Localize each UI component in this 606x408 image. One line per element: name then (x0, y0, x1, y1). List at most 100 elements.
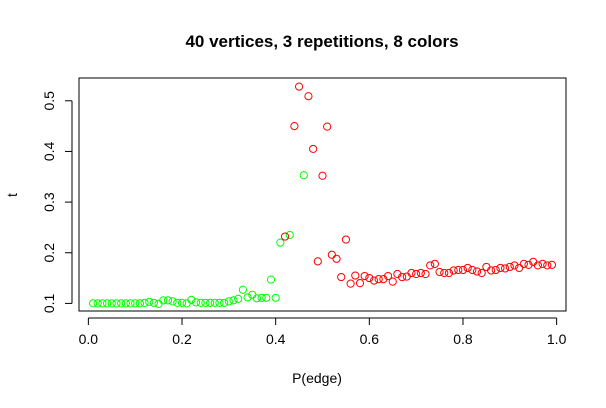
data-point (163, 296, 173, 305)
data-point (435, 267, 444, 277)
data-point (93, 299, 102, 308)
data-point (360, 271, 369, 281)
data-point (238, 285, 247, 294)
data-point (468, 265, 477, 275)
data-point (304, 92, 313, 101)
data-point (196, 298, 205, 307)
data-point (472, 267, 482, 276)
data-point (496, 263, 505, 273)
x-axis: 0.0 0.2 0.4 0.6 0.8 1.0 (79, 317, 567, 347)
data-point (332, 254, 341, 263)
data-point (421, 269, 430, 279)
data-point (454, 265, 463, 275)
data-point (276, 238, 285, 247)
data-point (102, 299, 112, 308)
y-axis: 0.1 0.2 0.3 0.4 0.5 (41, 91, 73, 313)
data-point (117, 299, 126, 308)
data-point (229, 296, 238, 305)
data-point (515, 263, 524, 273)
data-point (388, 277, 397, 286)
data-point (365, 273, 374, 283)
data-point (482, 262, 491, 272)
data-point (140, 298, 149, 307)
data-point (374, 274, 383, 284)
data-point (290, 122, 299, 131)
data-point (444, 268, 454, 278)
data-point (98, 299, 107, 308)
data-point (383, 271, 393, 281)
data-point (458, 265, 468, 275)
data-point (407, 268, 416, 278)
data-point (538, 259, 547, 268)
data-point (543, 261, 552, 270)
data-point (327, 250, 336, 259)
data-point (486, 266, 496, 275)
data-point (299, 171, 308, 180)
y-tick-label: 0.1 (41, 293, 57, 313)
x-axis-label: P(edge) (292, 370, 342, 386)
y-axis-label: t (4, 193, 20, 197)
data-points (88, 82, 557, 309)
data-point (145, 297, 154, 306)
data-point (313, 257, 322, 266)
data-point (412, 269, 421, 279)
x-tick-label: 1.0 (547, 331, 567, 347)
data-point (533, 261, 543, 270)
data-point (88, 299, 98, 308)
data-point (234, 294, 243, 303)
data-point (294, 82, 304, 91)
data-point (243, 293, 252, 302)
y-tick-label: 0.5 (41, 91, 57, 111)
x-tick-label: 0.6 (360, 331, 380, 347)
data-point (210, 298, 219, 307)
data-point (369, 276, 379, 285)
data-point (449, 266, 458, 275)
data-point (112, 299, 121, 308)
data-point (173, 298, 182, 307)
y-tick-label: 0.4 (41, 142, 57, 162)
data-point (402, 272, 411, 281)
data-point (206, 298, 215, 307)
data-point (257, 293, 266, 302)
x-tick-label: 0.2 (172, 331, 192, 347)
data-point (191, 298, 201, 307)
data-point (126, 299, 135, 308)
data-point (131, 299, 140, 308)
data-point (337, 272, 346, 282)
data-point (346, 279, 355, 288)
data-point (355, 279, 365, 288)
data-point (501, 264, 510, 273)
data-point (491, 265, 500, 275)
data-point (177, 298, 187, 307)
y-tick-label: 0.2 (41, 243, 57, 263)
y-tick-label: 0.3 (41, 192, 57, 212)
data-point (215, 298, 224, 307)
data-point (398, 272, 407, 282)
data-point (159, 296, 168, 305)
data-point (107, 299, 116, 308)
data-point (351, 271, 360, 280)
data-point (187, 295, 196, 304)
x-tick-label: 0.8 (453, 331, 473, 347)
data-point (280, 232, 290, 241)
data-point (416, 268, 425, 278)
data-point (285, 230, 294, 240)
data-point (463, 263, 472, 273)
data-point (224, 297, 233, 306)
data-point (182, 299, 191, 308)
data-point (271, 293, 280, 302)
data-point (154, 299, 163, 309)
data-point (440, 268, 449, 278)
data-point (323, 122, 332, 131)
x-tick-label: 0.4 (266, 331, 286, 347)
plot-frame (78, 77, 567, 312)
x-tick-label: 0.0 (79, 331, 99, 347)
data-point (121, 299, 130, 308)
chart-title: 40 vertices, 3 repetitions, 8 colors (185, 32, 458, 51)
data-point (252, 294, 262, 303)
data-point (168, 297, 177, 306)
data-point (519, 259, 528, 268)
data-point (309, 144, 318, 154)
data-point (135, 299, 144, 308)
